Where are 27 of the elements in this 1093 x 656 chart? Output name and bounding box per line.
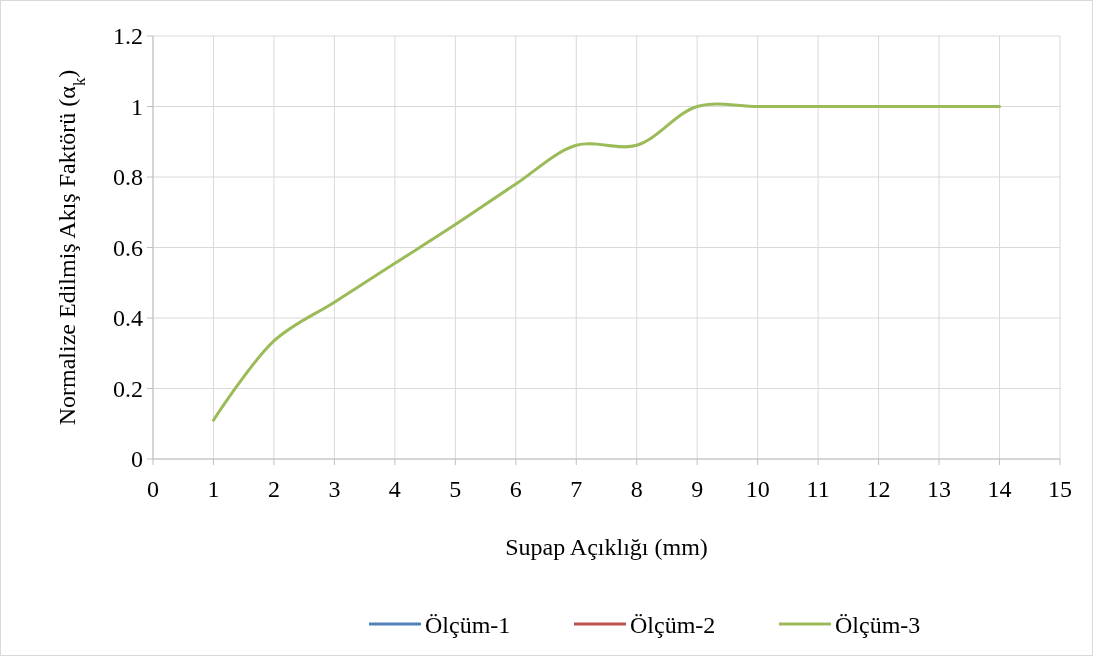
x-axis-title: Supap Açıklığı (mm): [505, 534, 708, 560]
x-tick-label: 3: [328, 476, 341, 502]
legend-label: Ölçüm-2: [630, 612, 716, 638]
x-tick-label: 0: [147, 476, 159, 502]
x-tick-label: 15: [1048, 476, 1072, 502]
y-tick-label: 0.6: [113, 234, 143, 261]
y-tick-label: 1.2: [113, 23, 143, 49]
x-tick-label: 4: [388, 476, 401, 502]
x-tick-label: 10: [745, 476, 770, 502]
x-tick-label: 14: [987, 476, 1012, 502]
y-tick-label: 0: [131, 446, 143, 472]
x-tick-label: 6: [509, 476, 522, 502]
x-tick-label: 12: [866, 476, 891, 502]
legend-label: Ölçüm-3: [835, 612, 921, 638]
x-tick-label: 8: [630, 476, 643, 502]
y-tick-label: 0.2: [113, 375, 143, 402]
x-tick-label: 2: [267, 476, 280, 502]
x-tick-label: 7: [570, 476, 583, 502]
y-tick-label: 0.4: [113, 305, 143, 331]
x-tick-label: 9: [691, 476, 704, 502]
y-tick-label: 0.8: [113, 164, 143, 190]
x-tick-label: 1: [207, 476, 220, 502]
x-tick-label: 11: [806, 476, 830, 502]
legend-label: Ölçüm-1: [425, 612, 511, 638]
x-tick-label: 13: [927, 476, 952, 502]
y-tick-label: 1: [131, 93, 143, 120]
x-tick-label: 5: [449, 476, 462, 502]
